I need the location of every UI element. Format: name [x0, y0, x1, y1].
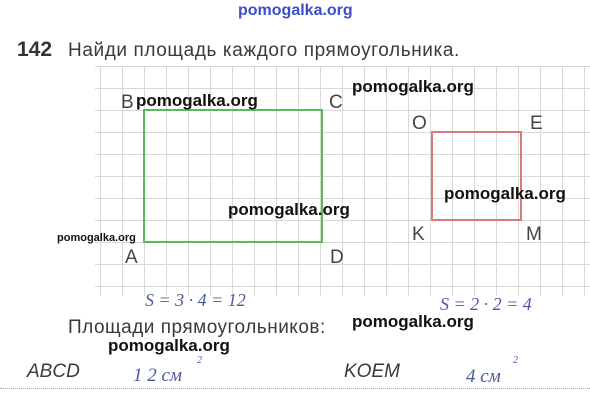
watermark: pomogalka.org: [228, 200, 350, 219]
vertex-label: A: [125, 247, 138, 268]
area-value: 4 см: [466, 366, 501, 387]
watermark: pomogalka.org: [108, 336, 230, 355]
rule: [0, 388, 590, 389]
area-value: 1 2 см: [133, 365, 183, 386]
watermark: pomogalka.org: [238, 2, 353, 19]
watermark: pomogalka.org: [352, 77, 474, 96]
rectangle-koem: [431, 131, 522, 221]
watermark: pomogalka.org: [57, 232, 136, 244]
grid: [95, 66, 590, 296]
exponent: 2: [513, 355, 518, 366]
watermark: pomogalka.org: [136, 91, 258, 110]
vertex-label: D: [330, 247, 344, 268]
vertex-label: B: [121, 92, 134, 113]
vertex-label: M: [526, 224, 542, 245]
vertex-label: C: [329, 92, 343, 113]
formula: S = 3 · 4 = 12: [145, 290, 246, 310]
vertex-label: K: [412, 224, 425, 245]
rect-name: ABCD: [27, 361, 80, 382]
vertex-label: O: [412, 113, 427, 134]
rect-name: KOEM: [344, 361, 400, 382]
watermark: pomogalka.org: [444, 184, 566, 203]
rectangle-abcd: [143, 109, 323, 243]
task-text: Найди площадь каждого прямоугольника.: [68, 40, 460, 61]
task-number: 142: [17, 38, 53, 61]
answers-title: Площади прямоугольников:: [68, 317, 326, 338]
formula: S = 2 · 2 = 4: [440, 294, 532, 314]
vertex-label: E: [530, 113, 543, 134]
watermark: pomogalka.org: [352, 312, 474, 331]
exponent: 2: [197, 355, 202, 366]
